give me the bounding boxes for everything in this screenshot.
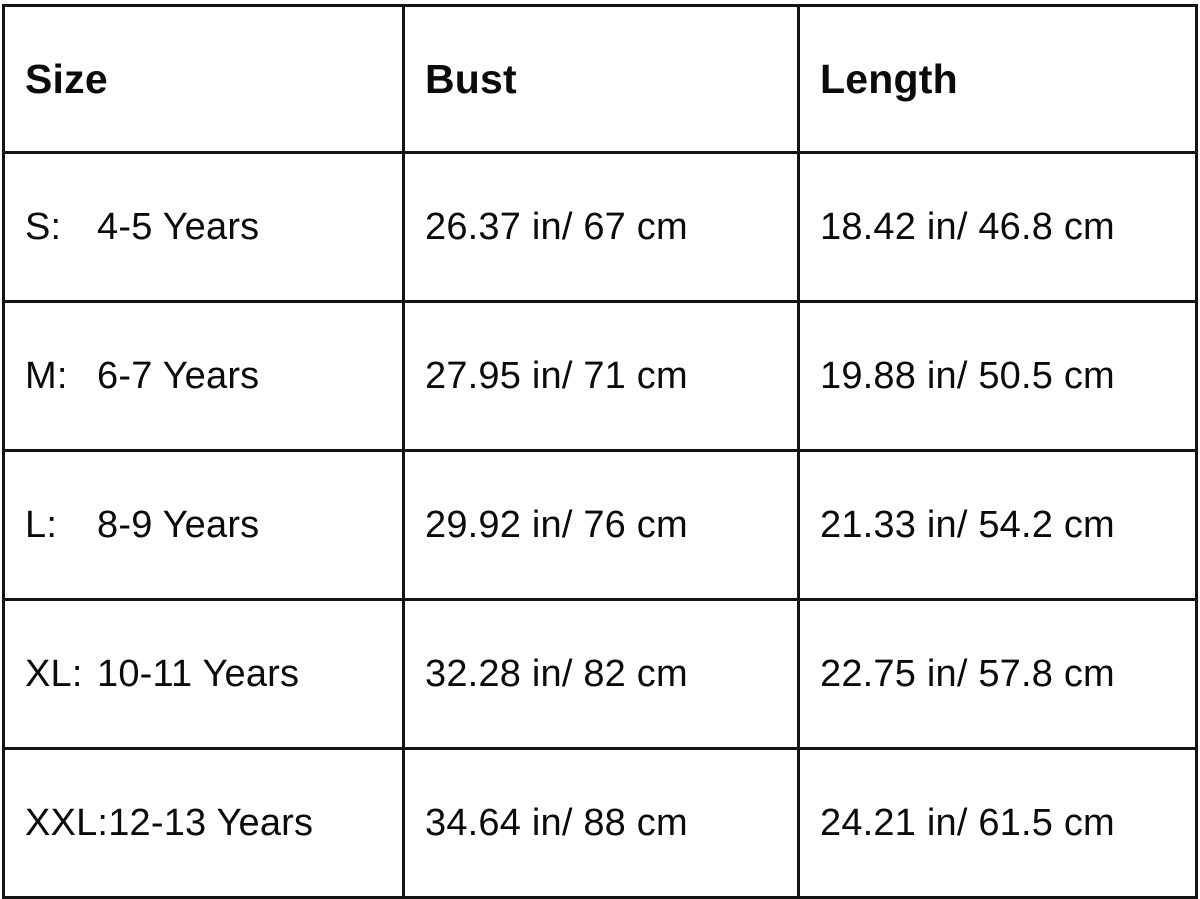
table-row: L: 8-9 Years 29.92 in/ 76 cm 21.33 in/ 54… (2, 449, 1198, 601)
cell-length: 22.75 in/ 57.8 cm (797, 598, 1198, 750)
table-row: M: 6-7 Years 27.95 in/ 71 cm 19.88 in/ 50… (2, 300, 1198, 452)
cell-size: S: 4-5 Years (2, 151, 405, 303)
size-age: 8-9 Years (97, 503, 260, 546)
column-header-length: Length (797, 4, 1198, 154)
size-age: 10-11 Years (97, 652, 300, 695)
cell-length: 18.42 in/ 46.8 cm (797, 151, 1198, 303)
size-code: XXL: (25, 801, 109, 844)
cell-length: 24.21 in/ 61.5 cm (797, 747, 1198, 899)
table-row: XL: 10-11 Years 32.28 in/ 82 cm 22.75 in/… (2, 598, 1198, 750)
size-code: S: (25, 205, 62, 248)
table-header-row: Size Bust Length (2, 4, 1198, 154)
cell-size: L: 8-9 Years (2, 449, 405, 601)
table-row: S: 4-5 Years 26.37 in/ 67 cm 18.42 in/ 46… (2, 151, 1198, 303)
size-age: 4-5 Years (97, 205, 260, 248)
size-code: L: (25, 503, 58, 546)
cell-bust: 26.37 in/ 67 cm (402, 151, 800, 303)
size-chart-table: Size Bust Length S: 4-5 Years 26.37 in/ 6… (2, 4, 1198, 899)
size-age: 6-7 Years (97, 354, 260, 397)
cell-size: XXL:12-13 Years (2, 747, 405, 899)
cell-bust: 29.92 in/ 76 cm (402, 449, 800, 601)
cell-bust: 32.28 in/ 82 cm (402, 598, 800, 750)
size-code: XL: (25, 652, 83, 695)
column-header-size: Size (2, 4, 405, 154)
table-row: XXL:12-13 Years 34.64 in/ 88 cm 24.21 in… (2, 747, 1198, 899)
cell-length: 21.33 in/ 54.2 cm (797, 449, 1198, 601)
cell-bust: 34.64 in/ 88 cm (402, 747, 800, 899)
cell-length: 19.88 in/ 50.5 cm (797, 300, 1198, 452)
cell-size: XL: 10-11 Years (2, 598, 405, 750)
size-age: 12-13 Years (108, 801, 314, 844)
cell-bust: 27.95 in/ 71 cm (402, 300, 800, 452)
size-code: M: (25, 354, 68, 397)
cell-size: M: 6-7 Years (2, 300, 405, 452)
column-header-bust: Bust (402, 4, 800, 154)
